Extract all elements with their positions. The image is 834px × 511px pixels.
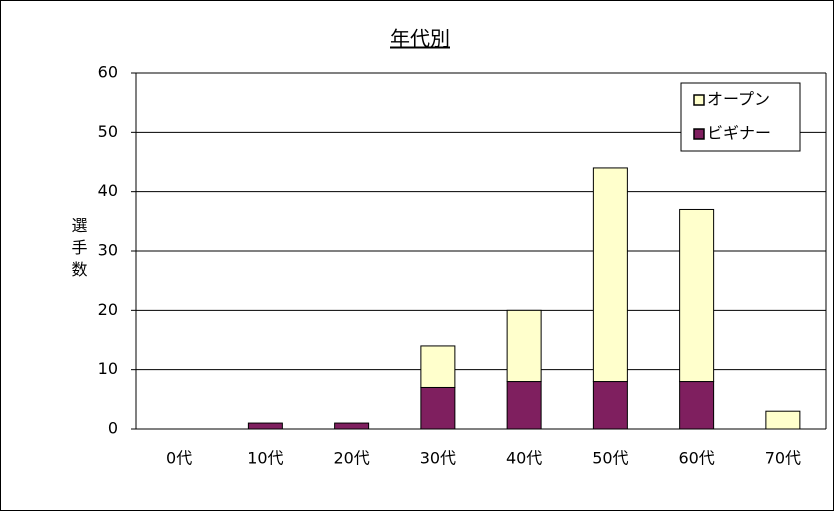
x-tick-label: 0代 xyxy=(166,449,192,468)
y-axis-title: 選手数 xyxy=(69,217,88,283)
y-tick-label: 20 xyxy=(98,300,118,319)
y-tick-label: 50 xyxy=(98,122,118,141)
x-tick-label: 30代 xyxy=(420,449,456,468)
bar-segment xyxy=(420,386,456,430)
bar-segment xyxy=(765,410,801,430)
y-tick-label: 0 xyxy=(108,419,118,438)
bar-segment xyxy=(506,381,542,430)
bar-segment xyxy=(247,422,283,430)
y-tick-label: 60 xyxy=(98,63,118,82)
legend-swatch xyxy=(693,94,705,106)
legend-swatch xyxy=(693,128,705,140)
x-tick-label: 10代 xyxy=(247,449,283,468)
x-tick-label: 60代 xyxy=(678,449,714,468)
bar-segment xyxy=(592,167,628,383)
legend-label: オープン xyxy=(707,90,770,109)
bar-segment xyxy=(420,345,456,388)
bar-segment xyxy=(679,208,715,383)
x-tick-label: 50代 xyxy=(592,449,628,468)
bar-segment xyxy=(506,309,542,383)
x-tick-label: 40代 xyxy=(506,449,542,468)
y-tick-label: 40 xyxy=(98,181,118,200)
x-tick-label: 70代 xyxy=(765,449,801,468)
bar-segment xyxy=(679,381,715,430)
legend-label: ビギナー xyxy=(707,124,771,143)
chart-title: 年代別 xyxy=(390,27,450,51)
y-tick-label: 10 xyxy=(98,359,118,378)
y-tick-label: 30 xyxy=(98,241,118,260)
bar-segment xyxy=(334,422,370,430)
x-tick-label: 20代 xyxy=(333,449,369,468)
bar-segment xyxy=(592,381,628,430)
